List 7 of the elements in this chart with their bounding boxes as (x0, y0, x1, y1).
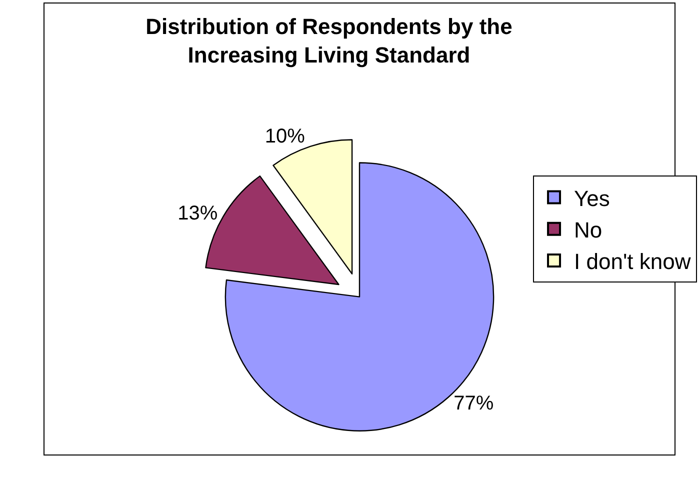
legend-label: I don't know (574, 249, 691, 274)
data-label: 13% (178, 202, 218, 224)
data-label: 10% (264, 125, 306, 148)
legend-label: Yes (574, 186, 610, 211)
chart-title: Distribution of Respondents by the Increasing Living Standard (146, 14, 512, 68)
legend-label: No (574, 217, 602, 242)
data-label: 77% (454, 392, 494, 415)
